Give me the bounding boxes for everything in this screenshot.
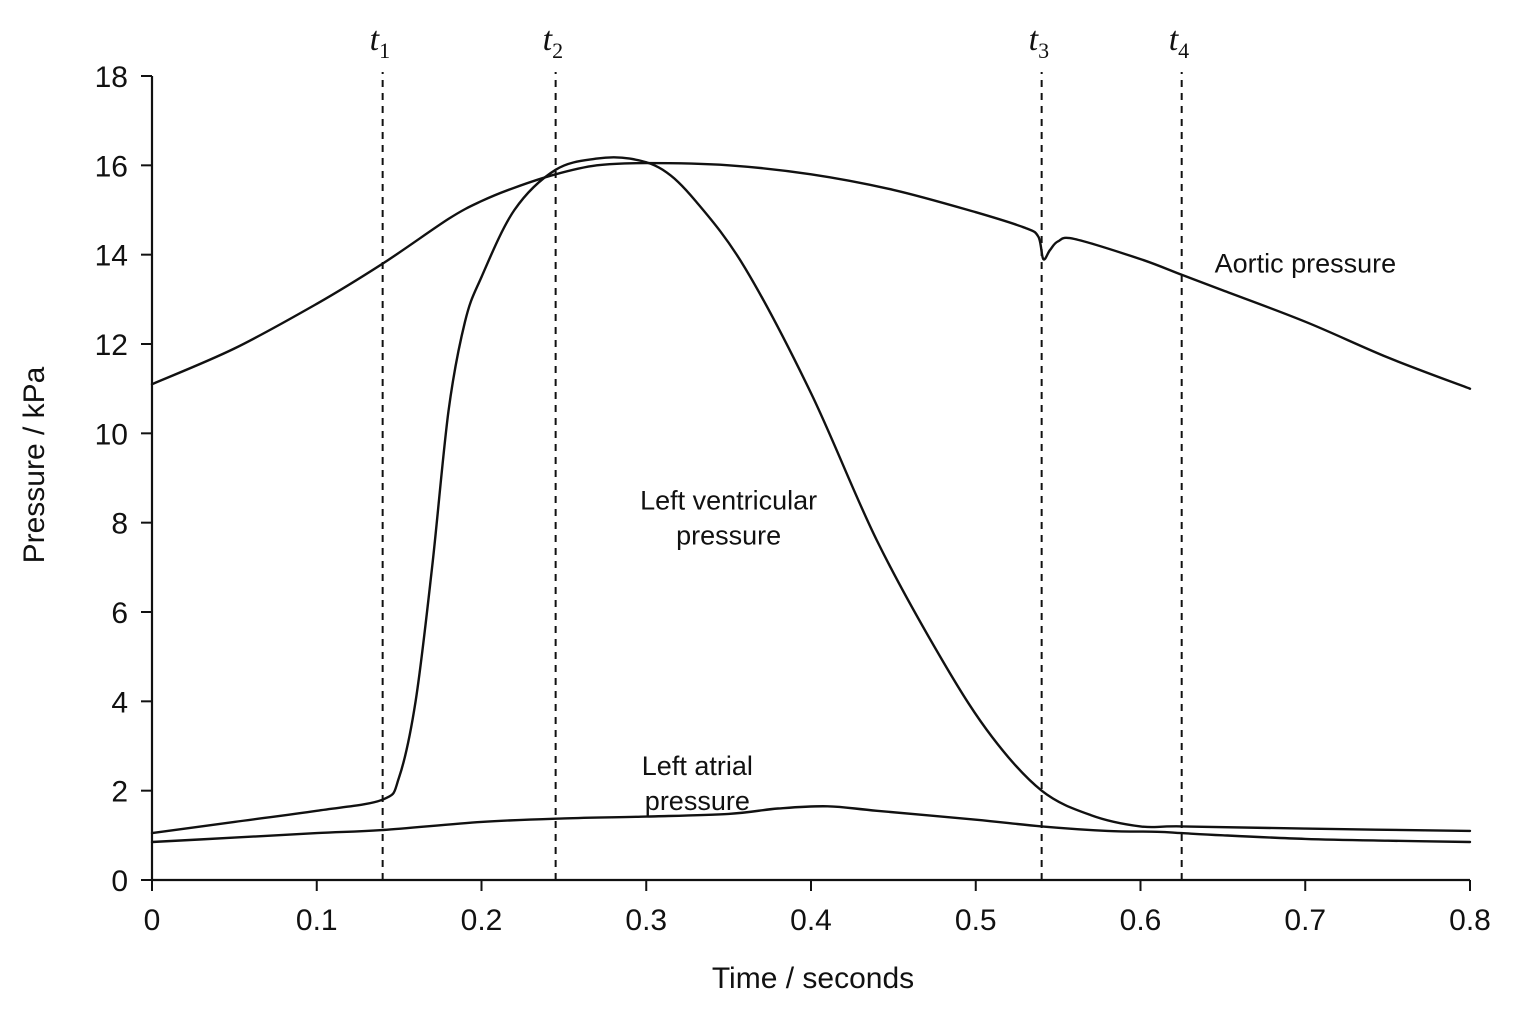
- y-tick-label: 8: [111, 508, 128, 541]
- y-tick-label: 14: [95, 240, 128, 273]
- x-axis-label: Time / seconds: [712, 962, 914, 995]
- y-tick-label: 18: [95, 61, 128, 94]
- annotation-aortic: Aortic pressure: [1215, 249, 1397, 279]
- series-line-aortic-pressure: [150, 161, 1472, 390]
- x-tick-label: 0: [144, 904, 161, 937]
- x-tick-label: 0.3: [625, 904, 667, 937]
- x-tick-label: 0.5: [955, 904, 997, 937]
- x-tick-label: 0.4: [790, 904, 832, 937]
- time-marker-label-t3: t3: [1029, 21, 1049, 63]
- time-marker-label-t2: t2: [543, 21, 563, 63]
- y-tick-label: 10: [95, 418, 128, 451]
- annotation-ventricular: Left ventricular pressure: [640, 485, 817, 550]
- annotation-atrial: Left atrial pressure: [642, 751, 753, 816]
- time-marker-label-t1: t1: [370, 21, 390, 63]
- y-tick-label: 0: [111, 865, 128, 898]
- time-marker-label-t4: t4: [1169, 21, 1189, 63]
- x-tick-label: 0.8: [1449, 904, 1491, 937]
- y-tick-label: 2: [111, 776, 128, 809]
- x-tick-label: 0.6: [1120, 904, 1162, 937]
- y-tick-label: 16: [95, 150, 128, 183]
- axes-layer: 0 0.1 0.2 0.3 0.4 0.5 0.6 0.7 0.8 0 2 4 6 8 10 12 14 16 18: [95, 61, 1491, 937]
- series-layer: [150, 156, 1472, 844]
- x-tick-label: 0.7: [1284, 904, 1326, 937]
- series-line-left-atrial-pressure: [150, 805, 1472, 844]
- time-marker-layer: t1 t2 t3 t4: [370, 21, 1189, 880]
- x-tick-label: 0.1: [296, 904, 338, 937]
- y-tick-label: 4: [111, 686, 128, 719]
- x-tick-label: 0.2: [461, 904, 503, 937]
- y-tick-label: 12: [95, 329, 128, 362]
- series-line-left-ventricular-pressure: [150, 156, 1472, 835]
- labels-layer: Aortic pressure Left ventricular pressure L…: [640, 249, 1396, 817]
- y-axis-label: Pressure / kPa: [18, 366, 51, 563]
- y-tick-label: 6: [111, 597, 128, 630]
